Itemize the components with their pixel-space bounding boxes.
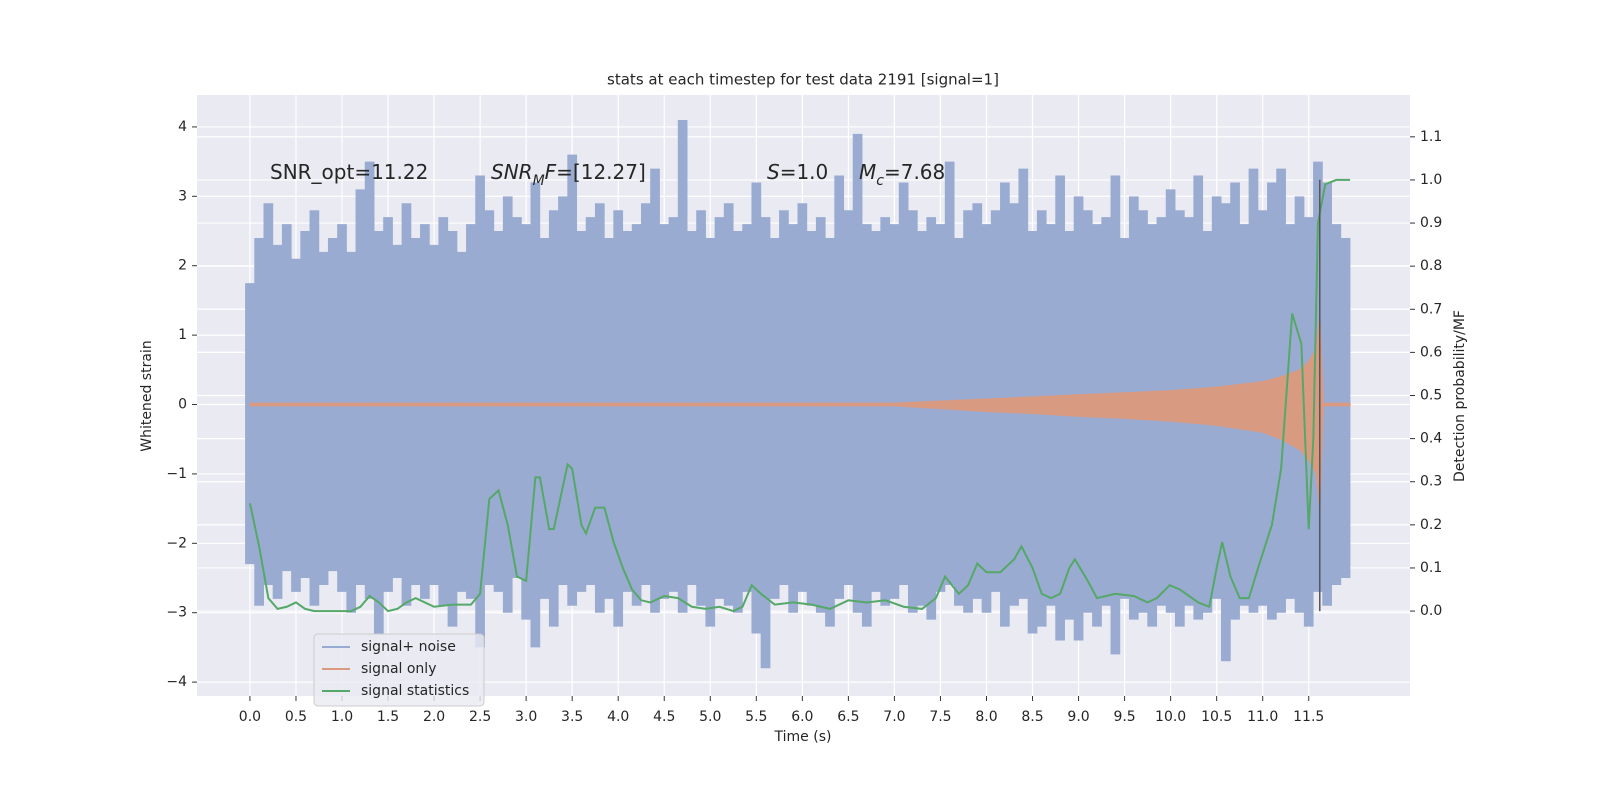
x-tick-label: 6.5 [837,709,859,725]
y-axis-label: Whitened strain [139,340,155,451]
x-tick-label: 3.0 [515,709,537,725]
annotation-part: =7.68 [884,160,945,184]
y-tick-label: 2 [178,258,187,274]
y2-tick-label: 0.7 [1420,301,1442,317]
x-tick-label: 1.0 [331,709,353,725]
y2-tick-label: 0.6 [1420,344,1442,360]
annotation: S=1.0 [767,160,828,184]
legend-label: signal statistics [361,683,469,699]
y-tick-label: 0 [178,397,187,413]
y-tick-label: 4 [178,119,187,135]
x-tick-label: 0.5 [285,709,307,725]
x-tick-label: 0.0 [239,709,261,725]
annotation-part: c [876,173,884,189]
x-tick-label: 4.0 [607,709,629,725]
chart-title: stats at each timestep for test data 219… [607,71,999,89]
y2-tick-label: 1.0 [1420,172,1442,188]
y2-axis-label: Detection probability/MF [1452,310,1468,482]
x-tick-label: 7.5 [929,709,951,725]
x-tick-label: 10.0 [1155,709,1186,725]
x-tick-label: 11.0 [1247,709,1278,725]
x-tick-label: 5.5 [745,709,767,725]
y-tick-label: 1 [178,327,187,343]
annotation-part: =[12.27] [556,160,646,184]
x-tick-label: 9.0 [1067,709,1089,725]
y2-tick-label: 0.0 [1420,603,1442,619]
annotation: Mc=7.68 [859,160,945,190]
x-tick-label: 2.0 [423,709,445,725]
x-tick-label: 4.5 [653,709,675,725]
x-axis-label: Time (s) [774,729,832,745]
signal-band [249,314,1351,509]
y-tick-label: −3 [166,605,187,621]
annotation-part: F [545,160,557,184]
y-tick-label: −1 [166,466,187,482]
x-tick-label: 1.5 [377,709,399,725]
y-tick-label: −2 [166,535,187,551]
legend-box [313,633,485,707]
x-tick-label: 10.5 [1201,709,1232,725]
y2-tick-label: 0.3 [1420,474,1442,490]
y-tick-label: 3 [178,188,187,204]
legend-label: signal+ noise [361,639,456,655]
x-tick-label: 7.0 [883,709,905,725]
y2-tick-label: 0.4 [1420,431,1442,447]
x-tick-label: 6.0 [791,709,813,725]
annotation-part: S [767,160,780,184]
x-tick-label: 9.5 [1113,709,1135,725]
annotation-part: M [859,160,876,184]
x-tick-label: 11.5 [1293,709,1324,725]
y2-tick-label: 0.8 [1420,258,1442,274]
y-tick-label: −4 [166,674,187,690]
annotation-part: =1.0 [780,160,829,184]
x-tick-label: 8.5 [1021,709,1043,725]
y2-tick-label: 0.2 [1420,517,1442,533]
x-tick-label: 2.5 [469,709,491,725]
annotation: SNR_opt=11.22 [270,160,428,184]
x-tick-label: 8.0 [975,709,997,725]
y2-tick-label: 0.9 [1420,215,1442,231]
x-tick-label: 3.5 [561,709,583,725]
annotation-part: M [533,173,545,189]
annotation: SNRMF=[12.27] [491,160,646,190]
x-tick-label: 5.0 [699,709,721,725]
annotation-part: SNR [491,160,533,184]
y2-tick-label: 0.5 [1420,388,1442,404]
legend-label: signal only [361,661,436,677]
annotation-part: SNR_opt=11.22 [270,160,428,184]
y2-tick-label: 1.1 [1420,129,1442,145]
stat-line [248,178,1351,613]
y2-tick-label: 0.1 [1420,560,1442,576]
